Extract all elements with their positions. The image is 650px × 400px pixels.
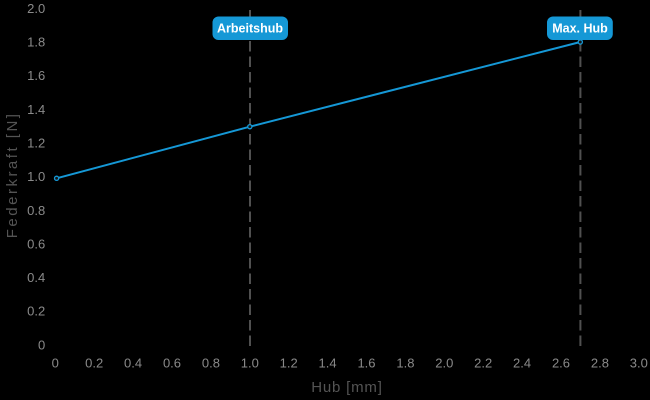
svg-text:0.2: 0.2 — [27, 304, 45, 319]
svg-text:1.0: 1.0 — [241, 355, 259, 370]
svg-text:Hub [mm]: Hub [mm] — [311, 379, 382, 396]
svg-text:3.0: 3.0 — [630, 355, 648, 370]
svg-text:0.4: 0.4 — [124, 355, 142, 370]
svg-text:0.4: 0.4 — [27, 270, 45, 285]
svg-text:0.2: 0.2 — [85, 355, 103, 370]
svg-text:1.2: 1.2 — [280, 355, 298, 370]
svg-text:0.8: 0.8 — [202, 355, 220, 370]
svg-text:1.6: 1.6 — [27, 68, 45, 83]
svg-text:2.2: 2.2 — [474, 355, 492, 370]
svg-text:2.0: 2.0 — [435, 355, 453, 370]
svg-text:0.6: 0.6 — [163, 355, 181, 370]
svg-text:1.4: 1.4 — [27, 102, 45, 117]
svg-text:1.4: 1.4 — [319, 355, 337, 370]
svg-text:0: 0 — [52, 355, 59, 370]
svg-text:Max. Hub: Max. Hub — [552, 22, 608, 36]
svg-text:1.8: 1.8 — [27, 35, 45, 50]
svg-text:Arbeitshub: Arbeitshub — [217, 22, 283, 36]
svg-text:1.0: 1.0 — [27, 169, 45, 184]
svg-text:0.6: 0.6 — [27, 236, 45, 251]
svg-text:0.8: 0.8 — [27, 203, 45, 218]
svg-text:2.6: 2.6 — [552, 355, 570, 370]
svg-text:1.2: 1.2 — [27, 136, 45, 151]
svg-text:1.8: 1.8 — [396, 355, 414, 370]
svg-text:2.4: 2.4 — [513, 355, 531, 370]
svg-text:1.6: 1.6 — [357, 355, 375, 370]
svg-text:2.0: 2.0 — [27, 1, 45, 16]
svg-text:2.8: 2.8 — [591, 355, 609, 370]
svg-text:Federkraft [N]: Federkraft [N] — [4, 112, 21, 239]
svg-text:0: 0 — [38, 337, 45, 352]
